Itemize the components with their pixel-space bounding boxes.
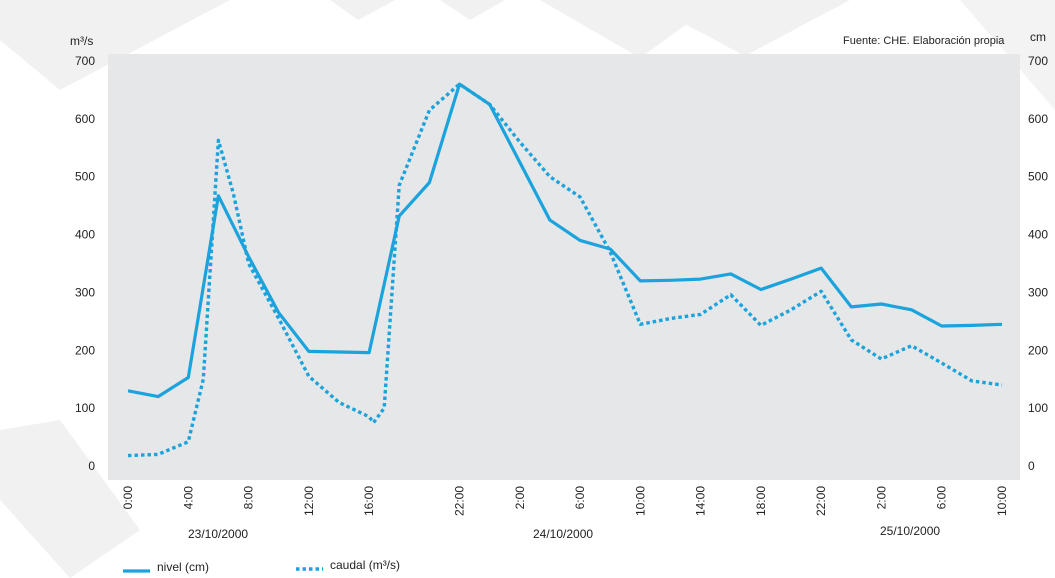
x-tick-label: 22:00 <box>814 486 828 516</box>
x-tick-label: 6:00 <box>935 486 949 510</box>
x-tick-label: 12:00 <box>302 486 316 516</box>
y-tick-right: 500 <box>1028 170 1048 184</box>
x-tick-label: 2:00 <box>513 486 527 510</box>
right-tick-labels: 0 100 200 300 400 500 600 700 <box>1028 54 1048 473</box>
x-tick-label: 18:00 <box>754 486 768 516</box>
y-tick-left: 0 <box>88 459 95 473</box>
legend-nivel-label: nivel (cm) <box>157 560 210 574</box>
right-axis-unit: cm <box>1030 30 1046 44</box>
source-note: Fuente: CHE. Elaboración propia <box>843 35 1005 47</box>
y-tick-right: 200 <box>1028 343 1048 357</box>
x-tick-label: 10:00 <box>995 486 1009 516</box>
y-tick-right: 300 <box>1028 285 1048 299</box>
x-tick-label: 6:00 <box>573 486 587 510</box>
y-tick-right: 0 <box>1028 459 1035 473</box>
x-tick-label: 8:00 <box>242 486 256 510</box>
x-tick-label: 16:00 <box>362 486 376 516</box>
series-line-caudal <box>127 82 1003 458</box>
date-label-3: 25/10/2000 <box>880 524 941 538</box>
y-tick-left: 200 <box>75 343 95 357</box>
date-label-2: 24/10/2000 <box>533 527 594 541</box>
series-lines <box>127 82 1003 458</box>
x-tick-label: 2:00 <box>874 486 888 510</box>
y-tick-left: 300 <box>75 285 95 299</box>
x-tick-label: 0:00 <box>121 486 135 510</box>
left-tick-labels: 0 100 200 300 400 500 600 700 <box>75 54 95 473</box>
plot-area <box>108 54 1020 480</box>
x-tick-labels: 0:00 4:00 8:00 12:00 16:00 22:00 2:00 6:00 10:00… <box>121 486 1009 516</box>
y-tick-right: 700 <box>1028 54 1048 68</box>
y-tick-left: 400 <box>75 228 95 242</box>
date-label-1: 23/10/2000 <box>188 527 249 541</box>
y-tick-right: 400 <box>1028 228 1048 242</box>
x-tick-label: 10:00 <box>633 486 647 516</box>
x-tick-label: 22:00 <box>453 486 467 516</box>
legend-marks <box>123 567 323 573</box>
x-tick-label: 4:00 <box>181 486 195 510</box>
y-tick-right: 100 <box>1028 401 1048 415</box>
left-axis-unit: m³/s <box>70 34 94 48</box>
legend-caudal-label: caudal (m³/s) <box>330 558 401 572</box>
x-tick-label: 14:00 <box>694 486 708 516</box>
y-tick-left: 100 <box>75 401 95 415</box>
y-tick-right: 600 <box>1028 112 1048 126</box>
series-line-nivel <box>127 82 1003 399</box>
y-tick-left: 500 <box>75 170 95 184</box>
y-tick-left: 700 <box>75 54 95 68</box>
y-tick-left: 600 <box>75 112 95 126</box>
